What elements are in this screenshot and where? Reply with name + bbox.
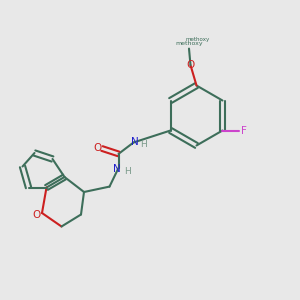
Text: H: H bbox=[124, 167, 131, 176]
Text: H: H bbox=[140, 140, 146, 149]
Text: F: F bbox=[241, 125, 247, 136]
Text: N: N bbox=[113, 164, 121, 174]
Text: O: O bbox=[93, 143, 101, 153]
Text: O: O bbox=[32, 209, 41, 220]
Text: O: O bbox=[186, 59, 195, 70]
Text: methoxy: methoxy bbox=[186, 37, 210, 42]
Text: N: N bbox=[131, 137, 139, 147]
Text: methoxy: methoxy bbox=[175, 41, 203, 46]
